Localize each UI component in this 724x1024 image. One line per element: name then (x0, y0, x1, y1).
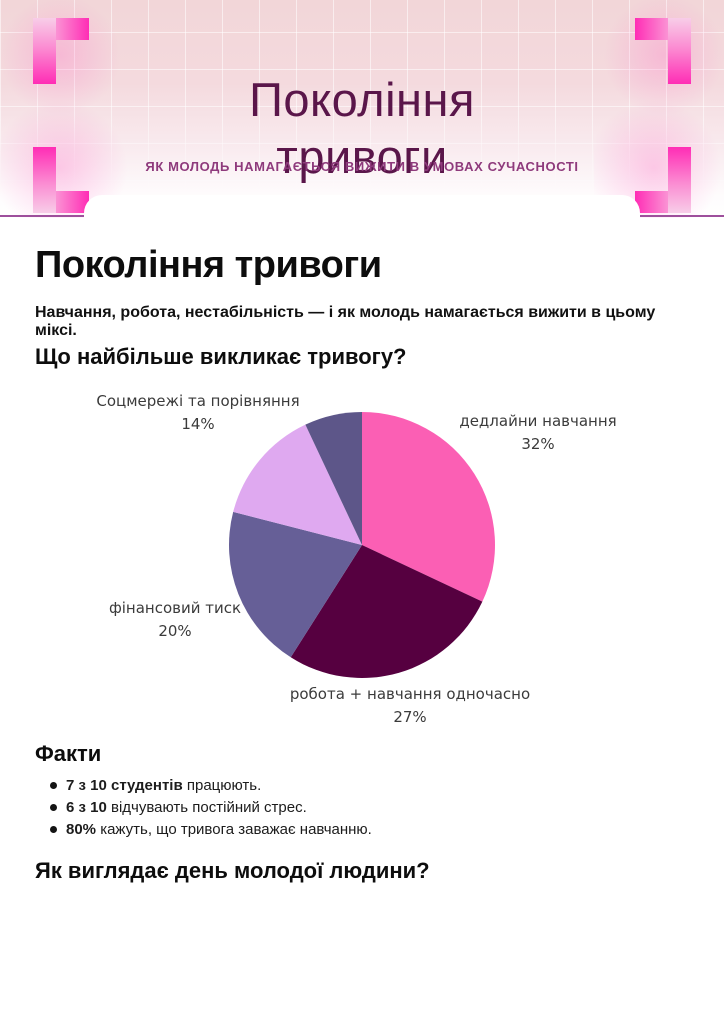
banner-title-line1: Покоління (249, 73, 475, 127)
banner-bottom-line-left (0, 215, 84, 217)
pie-slice (362, 412, 495, 602)
fact-bold: 7 з 10 студентів (66, 777, 183, 794)
corner-bracket-icon (33, 147, 89, 213)
bullet-dot-icon (50, 826, 57, 833)
banner-title: Покоління тривоги (0, 71, 724, 185)
pie-slice (229, 511, 362, 658)
bullet-dot-icon (50, 804, 57, 811)
pie-label-text: дедлайни навчання (459, 412, 617, 430)
facts-list: 7 з 10 студентів працюють. 6 з 10 відчув… (50, 777, 372, 845)
pie-slice (305, 412, 362, 545)
pie-chart (229, 412, 495, 678)
fact-bold: 80% (66, 821, 97, 838)
pie-label-work-study: робота + навчання одночасно 27% (290, 683, 530, 729)
fact-item: 6 з 10 відчувають постійний стрес. (50, 799, 372, 816)
corner-bracket-icon (635, 18, 691, 84)
pie-label-pct: 27% (393, 708, 427, 726)
fact-item: 7 з 10 студентів працюють. (50, 777, 372, 794)
fact-rest: кажуть, що тривога заважає навчанню. (96, 821, 372, 838)
corner-bracket-icon (33, 18, 89, 84)
pie-label-pct: 14% (181, 415, 215, 433)
pie-label-pct: 32% (521, 435, 555, 453)
pie-slice (290, 545, 483, 678)
pie-label-social-media: Соцмережі та порівняння 14% (96, 390, 299, 436)
banner-bottom-curve (84, 195, 640, 218)
pie-label-text: Соцмережі та порівняння (96, 392, 300, 410)
section-title-facts: Факти (35, 741, 102, 766)
pie-label-pct: 20% (158, 622, 192, 640)
pie-label-text: фінансовий тиск (108, 599, 242, 617)
pie-label-financial: фінансовий тиск 20% (109, 597, 241, 643)
pie-label-text: робота + навчання одночасно (289, 685, 531, 703)
banner-bottom-line-right (640, 215, 724, 217)
banner-grid-pattern (0, 0, 724, 218)
pie-label-deadlines: дедлайни навчання 32% (459, 410, 616, 456)
pie-slice (233, 424, 362, 545)
header-banner: Покоління тривоги ЯК МОЛОДЬ НАМАГАЄТЬСЯ В… (0, 0, 724, 218)
fact-rest: працюють. (182, 777, 262, 794)
page-title: Покоління тривоги (35, 244, 382, 286)
section-title-day: Як виглядає день молодої людини? (35, 858, 430, 883)
corner-bracket-icon (635, 147, 691, 213)
intro-paragraph: Навчання, робота, нестабільність — і як … (35, 304, 656, 339)
fact-item: 80% кажуть, що тривога заважає навчанню. (50, 821, 372, 838)
fact-bold: 6 з 10 (66, 799, 107, 816)
bullet-dot-icon (50, 782, 57, 789)
fact-rest: відчувають постійний стрес. (106, 799, 307, 816)
banner-subtitle: ЯК МОЛОДЬ НАМАГАЄТЬСЯ ВИЖИТИ В УМОВАХ СУ… (145, 159, 579, 174)
banner-title-line2: тривоги (276, 130, 448, 184)
section-title-causes: Що найбільше викликає тривогу? (35, 344, 407, 369)
